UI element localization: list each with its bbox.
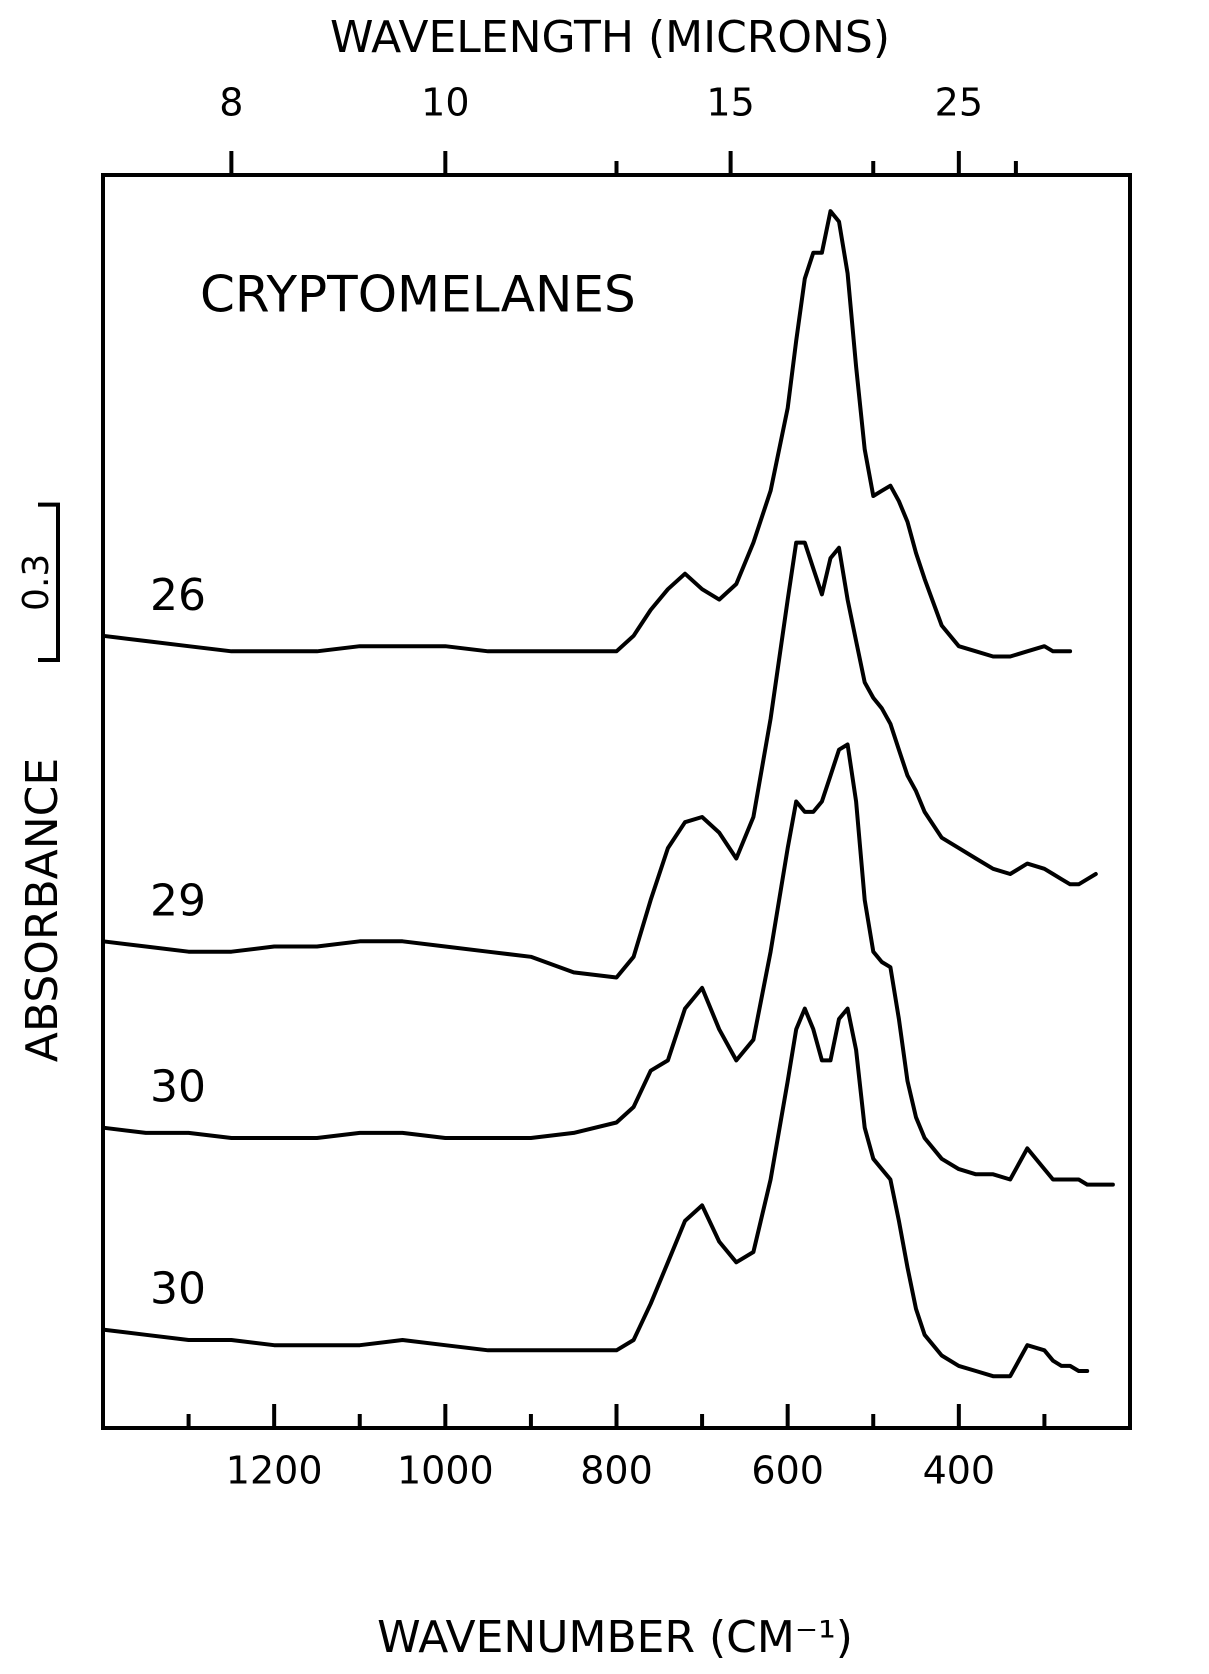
top-tick-label: 8 — [219, 81, 243, 125]
plot-frame — [101, 173, 1132, 1430]
series-label: 30 — [150, 1062, 206, 1113]
top-axis-label: WAVELENGTH (MICRONS) — [330, 12, 890, 63]
spectrum-line — [101, 742, 1115, 1187]
spectrum-line — [101, 540, 1098, 980]
x-tick-label: 800 — [580, 1449, 653, 1493]
scale-bar — [38, 502, 60, 662]
top-tick-label: 10 — [421, 81, 469, 125]
x-tick-label: 1200 — [226, 1449, 323, 1493]
spectrum-line — [101, 209, 1073, 659]
x-tick-label: 400 — [923, 1449, 996, 1493]
x-tick-label: 1000 — [397, 1449, 494, 1493]
y-axis-label: ABSORBANCE — [17, 758, 68, 1062]
annotation: CRYPTOMELANES — [200, 266, 636, 324]
spectrum-line — [101, 1006, 1090, 1379]
top-tick-label: 15 — [706, 81, 754, 125]
x-tick-label: 600 — [751, 1449, 824, 1493]
scale-bar-label: 0.3 — [16, 554, 57, 611]
top-tick-label: 25 — [935, 81, 983, 125]
series-label: 29 — [150, 875, 206, 926]
series-label: 26 — [150, 570, 206, 621]
series-label: 30 — [150, 1264, 206, 1315]
x-axis-label: WAVENUMBER (CM⁻¹) — [377, 1612, 853, 1663]
